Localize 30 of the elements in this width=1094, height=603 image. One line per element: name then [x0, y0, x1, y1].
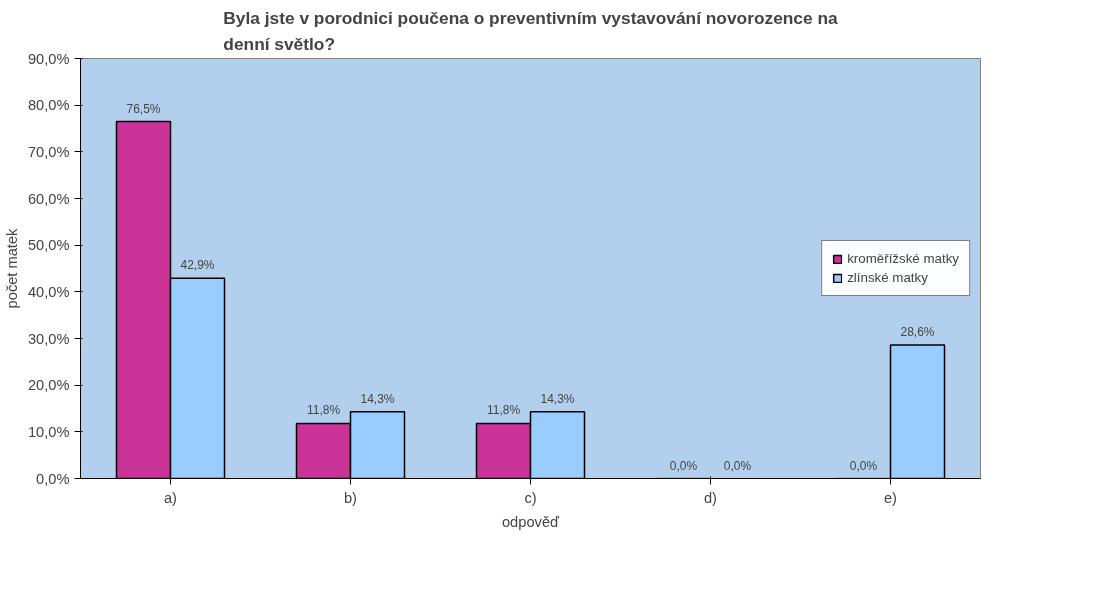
data-label: 11,8%	[486, 403, 521, 418]
x-axis-title: odpověď	[501, 513, 561, 530]
data-label: 14,3%	[360, 391, 395, 406]
y-tick-label: 10,0%	[27, 423, 70, 440]
data-label: 0,0%	[849, 458, 878, 473]
y-tick-label: 30,0%	[27, 330, 70, 347]
y-tick-label: 0,0%	[36, 470, 70, 487]
data-label: 11,8%	[306, 403, 341, 418]
y-tick-label: 60,0%	[27, 190, 70, 207]
x-tick-label: c)	[524, 489, 537, 506]
y-tick-label: 50,0%	[27, 237, 70, 254]
x-tick-label: e)	[883, 489, 898, 506]
data-label: 0,0%	[723, 458, 752, 473]
y-axis-title: počet matek	[3, 227, 20, 309]
data-label: 14,3%	[540, 391, 575, 406]
legend-label: kroměřížské matky	[847, 251, 959, 266]
data-label: 42,9%	[180, 258, 215, 273]
y-tick-label: 20,0%	[27, 377, 70, 394]
legend-label: zlínské matky	[847, 270, 928, 285]
y-tick-label: 90,0%	[27, 50, 70, 67]
x-tick-label: d)	[703, 489, 718, 506]
data-label: 0,0%	[669, 458, 698, 473]
y-tick-label: 70,0%	[27, 143, 70, 160]
y-tick-label: 40,0%	[27, 283, 70, 300]
data-label: 28,6%	[900, 325, 935, 340]
x-tick-label: b)	[343, 489, 358, 506]
y-tick-label: 80,0%	[27, 97, 70, 114]
chart-title: Byla jste v porodnici poučena o preventivním vystavování novorozence na denní světlo?	[223, 7, 839, 54]
x-tick-label: a)	[163, 489, 178, 506]
data-label: 76,5%	[126, 101, 161, 116]
